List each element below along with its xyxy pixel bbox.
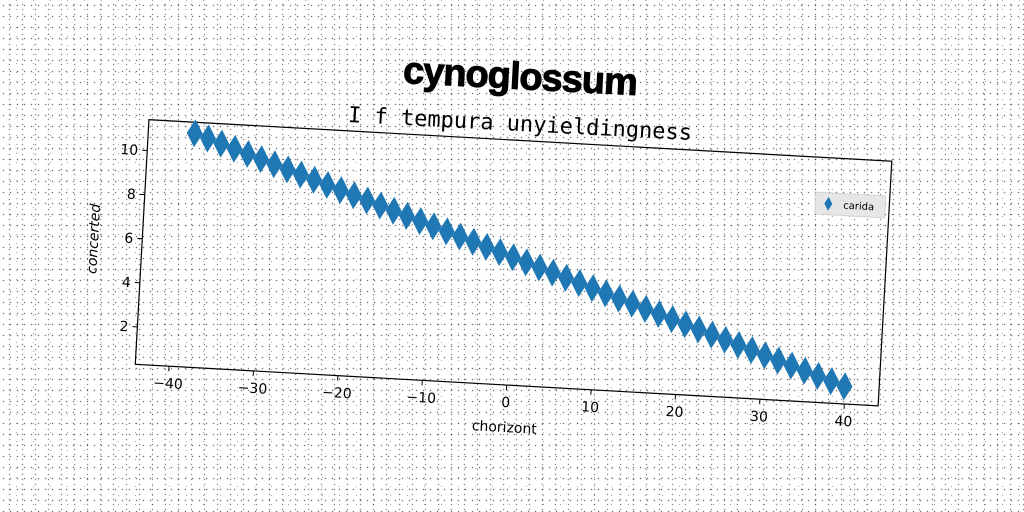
x-tick-label: −10 — [406, 390, 436, 408]
data-point — [783, 351, 800, 380]
x-tick-label: −20 — [322, 385, 352, 403]
data-point — [505, 243, 521, 272]
plot-group: −40 −30 −20 −10 0 10 20 30 40 2 4 6 8 10 chorizont c… — [84, 119, 893, 438]
x-tick-label: 0 — [501, 395, 511, 411]
data-point — [451, 222, 468, 251]
data-point — [425, 212, 442, 241]
data-point — [611, 284, 628, 313]
data-point — [266, 150, 283, 179]
data-point — [637, 294, 654, 323]
x-tick-label: 10 — [581, 399, 600, 416]
y-axis-label: concerted — [84, 203, 104, 274]
y-tick-label: 10 — [120, 142, 139, 159]
data-point — [624, 289, 641, 318]
data-point — [558, 263, 575, 292]
data-point — [823, 367, 840, 396]
x-tick-label: 30 — [750, 409, 769, 426]
data-point — [213, 129, 230, 158]
legend-label: carida — [843, 201, 875, 214]
data-point — [756, 341, 773, 370]
data-point — [597, 279, 614, 308]
data-point — [279, 155, 296, 184]
data-point — [836, 372, 853, 401]
data-point — [531, 253, 548, 282]
y-tick-label: 8 — [126, 187, 136, 203]
y-tick-label: 2 — [119, 319, 129, 335]
data-point — [465, 227, 482, 256]
data-point — [796, 356, 813, 385]
data-point — [571, 269, 588, 298]
x-axis-label: chorizont — [471, 418, 537, 438]
data-point — [292, 160, 309, 189]
series-marks — [186, 119, 853, 401]
data-point — [650, 300, 667, 328]
x-tick-label: 40 — [834, 413, 853, 430]
data-point — [200, 124, 217, 153]
data-point — [677, 310, 694, 339]
data-point — [319, 170, 336, 199]
legend-box — [814, 191, 887, 219]
data-point — [770, 346, 787, 375]
data-point — [743, 336, 760, 365]
y-tick-label: 4 — [121, 275, 131, 291]
data-point — [690, 315, 707, 344]
data-point — [398, 201, 415, 230]
legend: carida — [814, 191, 887, 219]
data-point — [478, 232, 495, 261]
data-point — [703, 320, 720, 349]
data-point — [809, 361, 826, 390]
data-point — [664, 305, 681, 334]
data-point — [584, 274, 601, 303]
data-point — [518, 248, 535, 277]
data-point — [412, 207, 429, 236]
data-point — [306, 165, 323, 194]
data-point — [332, 176, 349, 205]
y-tick-label: 6 — [124, 231, 134, 247]
legend-marker-icon — [824, 196, 833, 211]
data-point — [491, 238, 508, 267]
data-point — [385, 196, 402, 225]
x-axis: −40 −30 −20 −10 0 10 20 30 40 — [153, 366, 853, 430]
x-tick-label: 20 — [665, 404, 684, 421]
data-point — [372, 191, 389, 220]
data-point — [730, 330, 747, 359]
data-point — [186, 119, 203, 148]
data-point — [717, 325, 734, 354]
y-axis: 2 4 6 8 10 — [119, 142, 148, 335]
data-point — [345, 181, 362, 210]
data-point — [544, 258, 561, 287]
data-point — [359, 186, 376, 215]
x-tick-label: −30 — [237, 380, 267, 398]
data-point — [253, 145, 270, 174]
data-point — [226, 134, 243, 163]
x-tick-label: −40 — [153, 375, 183, 393]
data-point — [239, 139, 256, 168]
data-point — [438, 217, 455, 246]
